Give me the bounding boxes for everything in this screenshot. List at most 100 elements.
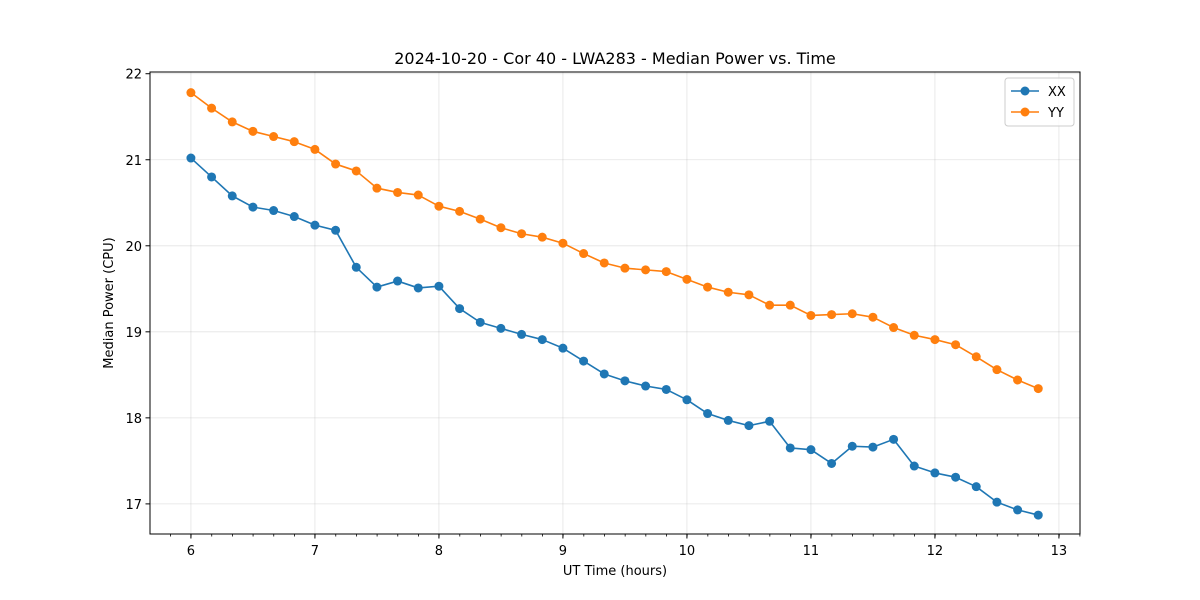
chart-title: 2024-10-20 - Cor 40 - LWA283 - Median Po… bbox=[394, 49, 836, 68]
data-point-xx bbox=[661, 384, 671, 394]
data-point-yy bbox=[496, 223, 506, 233]
data-point-yy bbox=[248, 126, 258, 136]
series-line-yy bbox=[190, 92, 1039, 390]
data-point-xx bbox=[434, 281, 444, 291]
data-point-yy bbox=[889, 323, 899, 333]
data-point-xx bbox=[868, 442, 878, 452]
data-point-xx bbox=[207, 172, 217, 182]
data-point-xx bbox=[372, 282, 382, 292]
data-point-xx bbox=[186, 153, 196, 163]
legend: XX YY bbox=[1004, 77, 1075, 127]
data-point-yy bbox=[331, 159, 341, 169]
data-point-yy bbox=[806, 310, 816, 320]
data-point-xx bbox=[703, 409, 713, 419]
data-point-xx bbox=[889, 434, 899, 444]
x-tick-label: 11 bbox=[803, 544, 820, 559]
x-tick-label: 9 bbox=[559, 544, 567, 559]
data-point-xx bbox=[723, 415, 733, 425]
series-yy bbox=[186, 88, 1043, 394]
legend-label-xx: XX bbox=[1048, 85, 1066, 100]
data-point-xx bbox=[537, 335, 547, 345]
data-point-yy bbox=[413, 190, 423, 200]
data-point-yy bbox=[393, 187, 403, 197]
data-point-yy bbox=[951, 340, 961, 350]
data-point-yy bbox=[930, 335, 940, 345]
data-point-yy bbox=[785, 300, 795, 310]
data-point-xx bbox=[227, 191, 237, 201]
data-point-xx bbox=[351, 262, 361, 272]
data-point-yy bbox=[744, 290, 754, 300]
data-point-xx bbox=[599, 369, 609, 379]
y-axis-label: Median Power (CPU) bbox=[102, 237, 117, 368]
data-point-xx bbox=[558, 343, 568, 353]
data-point-xx bbox=[289, 212, 299, 222]
data-point-yy bbox=[971, 352, 981, 362]
series-xx bbox=[186, 153, 1043, 520]
data-point-xx bbox=[641, 381, 651, 391]
data-point-xx bbox=[930, 468, 940, 478]
data-point-yy bbox=[455, 206, 465, 216]
y-tick-label: 21 bbox=[125, 154, 142, 169]
data-point-yy bbox=[372, 183, 382, 193]
data-point-xx bbox=[827, 458, 837, 468]
data-point-yy bbox=[703, 282, 713, 292]
legend-marker-yy bbox=[1020, 107, 1030, 117]
data-point-xx bbox=[1013, 505, 1023, 515]
data-point-xx bbox=[785, 443, 795, 453]
data-point-yy bbox=[661, 267, 671, 277]
data-point-yy bbox=[868, 312, 878, 322]
y-tick-label: 22 bbox=[125, 68, 142, 83]
y-axis-ticks: 17 18 19 20 21 22 bbox=[125, 68, 150, 513]
data-point-xx bbox=[413, 283, 423, 293]
data-point-xx bbox=[269, 206, 279, 216]
x-tick-label: 10 bbox=[679, 544, 696, 559]
data-point-xx bbox=[992, 497, 1002, 507]
data-point-xx bbox=[909, 461, 919, 471]
data-point-xx bbox=[393, 276, 403, 286]
legend-label-yy: YY bbox=[1047, 106, 1064, 121]
data-point-yy bbox=[186, 88, 196, 98]
data-point-xx bbox=[331, 225, 341, 235]
data-point-yy bbox=[517, 229, 527, 239]
data-point-xx bbox=[496, 323, 506, 333]
data-point-xx bbox=[1033, 510, 1043, 520]
data-point-xx bbox=[517, 329, 527, 339]
y-tick-label: 17 bbox=[125, 498, 142, 513]
data-point-xx bbox=[248, 202, 258, 212]
data-point-xx bbox=[455, 304, 465, 314]
data-point-yy bbox=[269, 132, 279, 142]
data-point-yy bbox=[227, 117, 237, 127]
data-point-xx bbox=[579, 356, 589, 366]
data-point-xx bbox=[744, 421, 754, 431]
data-point-yy bbox=[723, 287, 733, 297]
plot-frame bbox=[149, 71, 1081, 535]
x-tick-label: 13 bbox=[1051, 544, 1068, 559]
data-point-yy bbox=[558, 238, 568, 248]
data-point-yy bbox=[1013, 375, 1023, 385]
data-point-yy bbox=[207, 103, 217, 113]
data-point-xx bbox=[951, 472, 961, 482]
x-tick-label: 7 bbox=[311, 544, 319, 559]
data-point-yy bbox=[310, 144, 320, 154]
data-point-yy bbox=[351, 166, 361, 176]
data-point-yy bbox=[827, 310, 837, 320]
y-tick-label: 19 bbox=[125, 326, 142, 341]
grid-lines bbox=[150, 72, 1080, 534]
data-point-yy bbox=[537, 232, 547, 242]
data-point-yy bbox=[579, 249, 589, 259]
data-point-yy bbox=[909, 330, 919, 340]
data-point-yy bbox=[682, 274, 692, 284]
x-axis-ticks: 6 7 8 9 10 11 12 13 bbox=[169, 534, 1081, 559]
data-point-yy bbox=[992, 365, 1002, 375]
data-point-xx bbox=[847, 441, 857, 451]
data-point-yy bbox=[847, 309, 857, 319]
data-point-yy bbox=[599, 258, 609, 268]
y-tick-label: 20 bbox=[125, 240, 142, 255]
data-point-xx bbox=[971, 482, 981, 492]
data-point-yy bbox=[765, 300, 775, 310]
x-tick-label: 6 bbox=[187, 544, 195, 559]
data-point-yy bbox=[434, 201, 444, 211]
data-point-xx bbox=[765, 416, 775, 426]
data-point-xx bbox=[620, 376, 630, 386]
